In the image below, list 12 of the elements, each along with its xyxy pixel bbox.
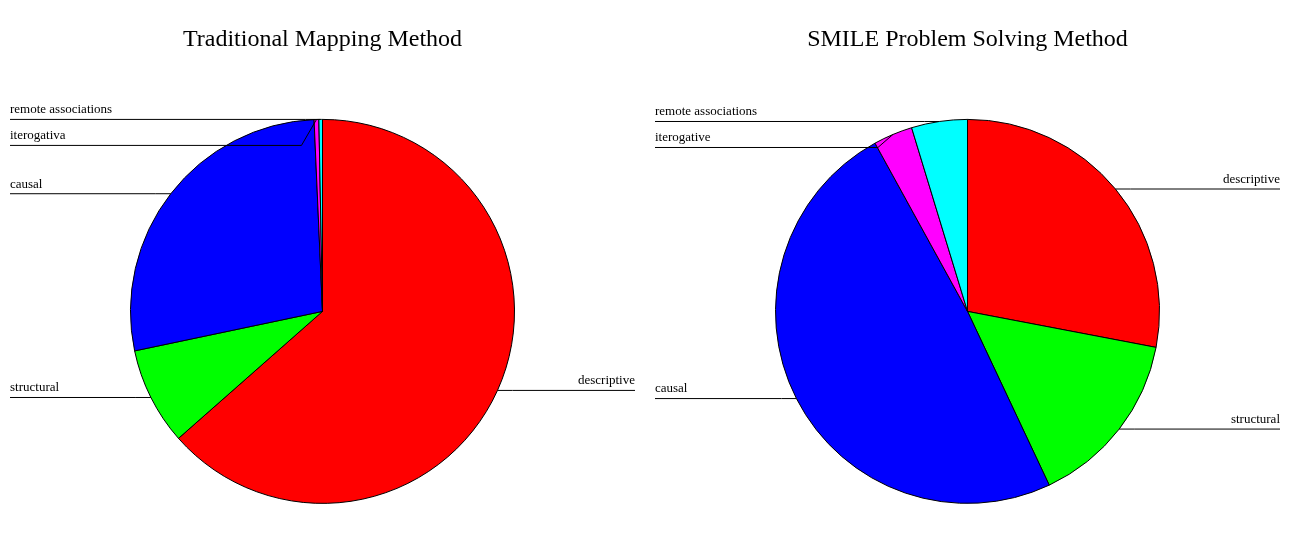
chart-title: SMILE Problem Solving Method xyxy=(807,24,1128,51)
slice-label: structural xyxy=(10,379,60,395)
slice-label: remote associations xyxy=(10,101,113,117)
slice-label: remote associations xyxy=(655,103,758,119)
slice-label: descriptive xyxy=(577,372,636,388)
slice-label: causal xyxy=(655,380,688,396)
slice-label: descriptive xyxy=(1222,170,1281,186)
slice-label: causal xyxy=(10,175,43,191)
slice-label: iterogative xyxy=(655,129,711,145)
slice-label: iterogativa xyxy=(10,127,66,143)
slice-label: structural xyxy=(1230,411,1281,426)
chart-title: Traditional Mapping Method xyxy=(182,24,463,51)
